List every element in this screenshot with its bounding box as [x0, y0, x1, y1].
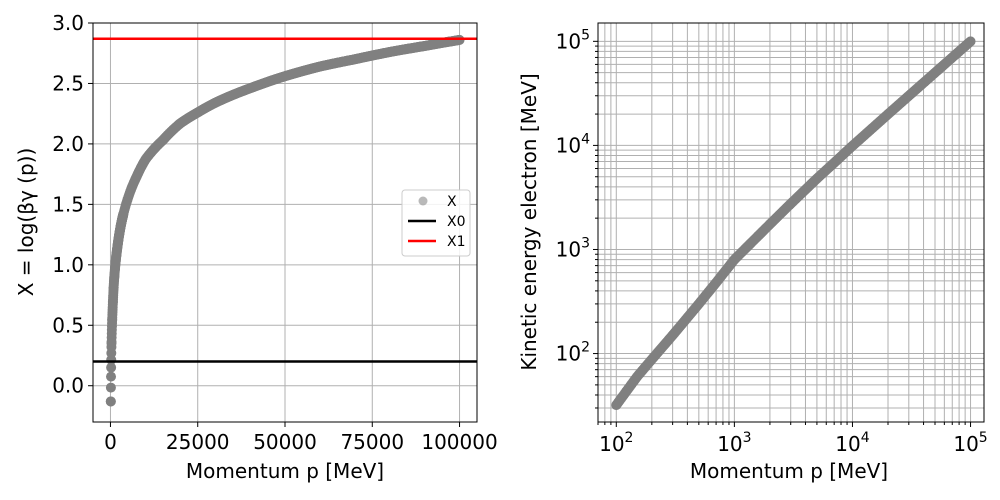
chart0-y-tick-label: 1.5 — [52, 192, 84, 216]
chart0-x-tick-label: 25000 — [166, 430, 230, 454]
chart0-y-tick-label: 3.0 — [52, 11, 84, 35]
chart0-series — [93, 34, 477, 407]
chart0-y-tick-label: 2.0 — [52, 132, 84, 156]
chart0-point — [118, 209, 129, 220]
chart1-x-tick-label: 102 — [599, 430, 633, 456]
chart-x-vs-momentum: 0 25000 50000 75000 100000 0.0 0.5 1.0 1.5 2.0 2.5… — [14, 11, 498, 483]
chart-kinetic-energy-vs-momentum: 102 103 104 105 102 103 104 105 Momentum p [MeV… — [517, 22, 988, 483]
chart1-ticks: 102 103 104 105 102 103 104 105 — [556, 27, 988, 456]
chart1-x-tick-label: 105 — [953, 430, 987, 456]
chart0-y-tick-label: 0.5 — [52, 313, 84, 337]
chart0-y-axis-label: X = log(βγ (p)) — [14, 148, 38, 297]
chart0-point — [106, 362, 117, 373]
chart1-x-tick-label: 104 — [835, 430, 869, 456]
chart1-series — [611, 36, 976, 411]
chart1-point — [965, 36, 976, 47]
chart0-y-tick-label: 2.5 — [52, 71, 84, 95]
chart0-y-tick-label: 1.0 — [52, 253, 84, 277]
chart0-x-tick-label: 75000 — [340, 430, 404, 454]
chart1-x-axis-label: Momentum p [MeV] — [690, 459, 888, 483]
chart0-point — [105, 396, 116, 407]
chart1-y-tick-label: 104 — [556, 131, 590, 157]
legend-label-x1: X1 — [447, 234, 466, 250]
chart1-y-tick-label: 103 — [556, 235, 590, 261]
legend-marker-x — [418, 196, 428, 206]
chart0-x-tick-label: 50000 — [253, 430, 317, 454]
legend-label-x0: X0 — [447, 214, 466, 230]
chart0-point — [105, 382, 116, 393]
chart0-point — [106, 371, 117, 382]
legend-label-x: X — [447, 194, 457, 210]
chart0-legend: X X0 X1 — [401, 189, 471, 257]
chart0-ticks: 0 25000 50000 75000 100000 0.0 0.5 1.0 1.5 2.0 2.5… — [52, 11, 498, 454]
chart1-y-axis-label: Kinetic energy electron [MeV] — [517, 73, 541, 370]
legend-box — [401, 189, 471, 257]
chart1-y-tick-label: 102 — [556, 340, 590, 366]
chart0-y-tick-label: 0.0 — [52, 374, 84, 398]
chart1-x-tick-label: 103 — [717, 430, 751, 456]
chart1-y-tick-label: 105 — [556, 27, 590, 53]
chart0-x-tick-label: 0 — [104, 430, 117, 454]
chart0-x-axis-label: Momentum p [MeV] — [186, 459, 384, 483]
chart0-x-tick-label: 100000 — [421, 430, 497, 454]
